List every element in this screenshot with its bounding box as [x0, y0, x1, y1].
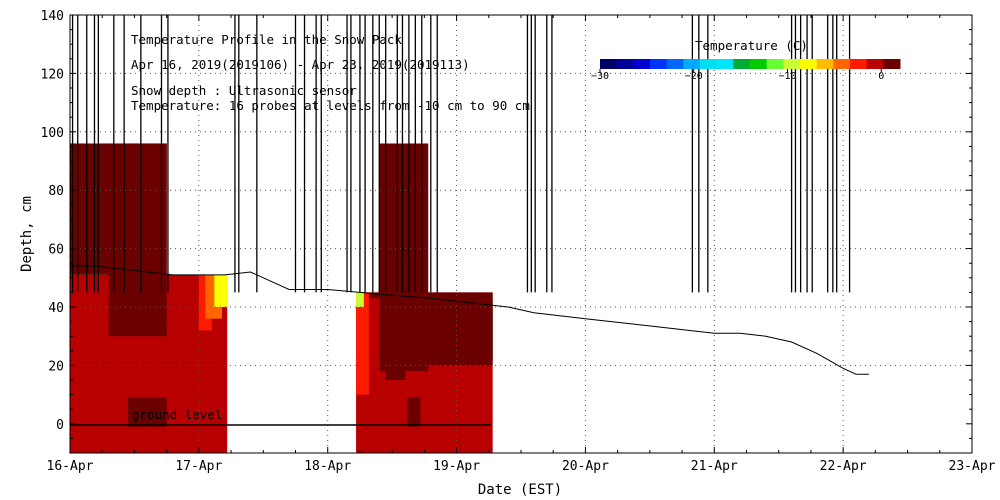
x-tick-label: 22-Apr [820, 459, 867, 474]
colorbar-swatch [616, 59, 634, 69]
y-tick-label: 120 [41, 67, 64, 82]
y-tick-label: 140 [41, 9, 64, 24]
colorbar-swatch [800, 59, 818, 69]
y-tick-label: 80 [48, 184, 64, 199]
temperature-cell-13 [368, 298, 380, 389]
colorbar-tick-label: −30 [591, 71, 609, 82]
colorbar-swatch [816, 59, 834, 69]
colorbar-swatch [666, 59, 684, 69]
colorbar-tick-label: −10 [778, 71, 796, 82]
x-tick-label: 23-Apr [949, 459, 996, 474]
x-axis-label: Date (EST) [478, 482, 562, 498]
y-tick-label: 20 [48, 359, 64, 374]
colorbar-swatch [883, 59, 901, 69]
colorbar-tick-label: 0 [878, 71, 884, 82]
ground-level-label: ground level [132, 407, 222, 422]
x-tick-label: 21-Apr [691, 459, 738, 474]
x-tick-label: 20-Apr [562, 459, 609, 474]
y-tick-label: 60 [48, 243, 64, 258]
temperature-cell-15 [385, 295, 406, 380]
colorbar-swatch [833, 59, 851, 69]
colorbar-swatch [850, 59, 868, 69]
colorbar-swatch [733, 59, 751, 69]
temperature-heatmap [70, 143, 493, 453]
info-line-sensor: Snow depth : Ultrasonic sensor [131, 83, 357, 98]
grid-lines [70, 15, 972, 453]
x-tick-label: 19-Apr [433, 459, 480, 474]
x-tick-label: 16-Apr [47, 459, 94, 474]
colorbar-swatch [783, 59, 801, 69]
info-line-probes: Temperature: 16 probes at levels from -1… [131, 98, 530, 113]
colorbar-swatch [766, 59, 784, 69]
colorbar-tick-label: −20 [685, 71, 703, 82]
colorbar-swatch [700, 59, 718, 69]
colorbar-swatch [600, 59, 618, 69]
colorbar-swatch [866, 59, 884, 69]
snow-depth-line [70, 265, 869, 375]
chart-subtitle: Apr 16, 2019(2019106) - Apr 23, 2019(201… [131, 57, 470, 72]
temperature-cell-17 [424, 301, 493, 360]
temperature-cell-16 [407, 397, 421, 427]
axis-ticks: 16-Apr 17-Apr 18-Apr 19-Apr 20-Apr 21-Apr 22-A… [41, 9, 996, 474]
temperature-colorbar: Temperature (C) −30 −20 −10 0 [591, 38, 901, 82]
y-tick-label: 100 [41, 126, 64, 141]
colorbar-swatch [650, 59, 668, 69]
temperature-cell-8 [214, 274, 228, 307]
temperature-cell-4 [127, 143, 167, 331]
temperature-cell-11 [356, 292, 369, 395]
temperature-cell-12 [356, 292, 364, 307]
chart-title: Temperature Profile in the Snow Pack [131, 32, 402, 47]
y-tick-label: 0 [56, 418, 64, 433]
colorbar-swatch [716, 59, 734, 69]
y-axis-label: Depth, cm [19, 196, 35, 272]
colorbar-swatch [633, 59, 651, 69]
colorbar-swatch [750, 59, 768, 69]
colorbar-swatch [683, 59, 701, 69]
x-tick-label: 17-Apr [175, 459, 222, 474]
y-tick-label: 40 [48, 301, 64, 316]
colorbar-title: Temperature (C) [695, 38, 808, 53]
x-tick-label: 18-Apr [304, 459, 351, 474]
temperature-cell-5 [127, 397, 167, 427]
